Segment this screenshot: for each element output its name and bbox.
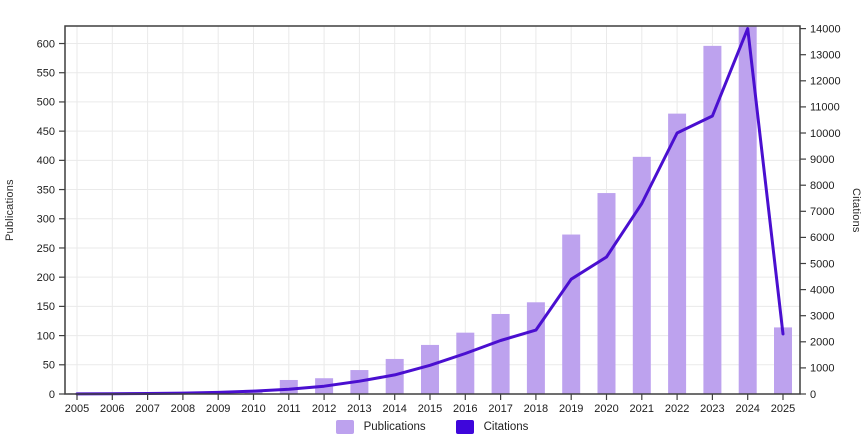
x-tick-label-2022: 2022: [665, 403, 689, 415]
right-tick-label-9000: 9000: [810, 154, 834, 166]
x-tick-label-2021: 2021: [630, 403, 654, 415]
right-tick-label-0: 0: [810, 389, 816, 401]
x-tick-label-2025: 2025: [771, 403, 795, 415]
publications-swatch-icon: [335, 420, 354, 434]
left-tick-label-550: 550: [37, 68, 55, 80]
right-tick-label-7000: 7000: [810, 206, 834, 218]
x-tick-label-2009: 2009: [206, 403, 230, 415]
x-tick-label-2005: 2005: [65, 403, 89, 415]
right-tick-label-8000: 8000: [810, 180, 834, 192]
left-tick-label-0: 0: [49, 389, 55, 401]
bar-2024: [738, 26, 757, 394]
bar-2022: [668, 113, 687, 394]
legend-item-citations: Citations: [455, 420, 529, 434]
legend-item-publications: Publications: [335, 420, 426, 434]
right-tick-label-10000: 10000: [810, 128, 841, 140]
left-tick-label-50: 50: [43, 360, 55, 372]
bar-2019: [562, 234, 581, 394]
left-axis-title: Publications: [4, 179, 16, 241]
citations-swatch-icon: [455, 420, 474, 434]
left-tick-label-600: 600: [37, 38, 55, 50]
right-tick-label-12000: 12000: [810, 76, 841, 88]
x-tick-label-2013: 2013: [347, 403, 371, 415]
x-tick-label-2010: 2010: [241, 403, 265, 415]
left-tick-label-200: 200: [37, 272, 55, 284]
bar-2025: [774, 327, 792, 394]
x-tick-label-2007: 2007: [135, 403, 159, 415]
left-tick-label-100: 100: [37, 330, 55, 342]
left-tick-label-150: 150: [37, 301, 55, 313]
x-tick-label-2014: 2014: [382, 403, 406, 415]
x-tick-label-2016: 2016: [453, 403, 477, 415]
left-tick-label-450: 450: [37, 126, 55, 138]
plot-frame: [64, 25, 801, 395]
left-tick-label-500: 500: [37, 97, 55, 109]
right-tick-label-14000: 14000: [810, 23, 841, 35]
legend: Publications Citations: [0, 416, 864, 438]
right-tick-label-3000: 3000: [810, 311, 834, 323]
legend-label-citations: Citations: [483, 421, 529, 433]
right-tick-label-5000: 5000: [810, 258, 834, 270]
right-tick-label-4000: 4000: [810, 284, 834, 296]
legend-label-publications: Publications: [363, 421, 426, 433]
x-tick-label-2015: 2015: [418, 403, 442, 415]
left-tick-label-350: 350: [37, 184, 55, 196]
right-tick-label-6000: 6000: [810, 232, 834, 244]
x-tick-label-2018: 2018: [524, 403, 548, 415]
bar-2020: [597, 193, 616, 394]
left-tick-label-300: 300: [37, 214, 55, 226]
right-axis-title: Citations: [850, 187, 862, 233]
left-tick-label-400: 400: [37, 155, 55, 167]
x-tick-label-2024: 2024: [735, 403, 759, 415]
x-tick-label-2020: 2020: [594, 403, 618, 415]
bar-2016: [456, 332, 475, 394]
bar-2011: [279, 379, 298, 394]
left-tick-label-250: 250: [37, 243, 55, 255]
right-tick-label-2000: 2000: [810, 337, 834, 349]
x-tick-label-2012: 2012: [312, 403, 336, 415]
bar-2018: [526, 302, 545, 394]
x-tick-label-2017: 2017: [488, 403, 512, 415]
x-tick-label-2006: 2006: [100, 403, 124, 415]
bar-2014: [385, 358, 404, 394]
right-tick-label-1000: 1000: [810, 363, 834, 375]
x-tick-label-2019: 2019: [559, 403, 583, 415]
bar-2021: [632, 156, 651, 394]
right-tick-label-11000: 11000: [810, 102, 840, 114]
x-tick-label-2011: 2011: [277, 403, 301, 415]
bar-2023: [703, 45, 722, 394]
x-tick-label-2008: 2008: [171, 403, 195, 415]
citations-line: [75, 27, 785, 396]
bar-2017: [491, 313, 510, 394]
bar-2015: [421, 344, 439, 394]
right-tick-label-13000: 13000: [810, 50, 841, 62]
x-tick-label-2023: 2023: [700, 403, 724, 415]
